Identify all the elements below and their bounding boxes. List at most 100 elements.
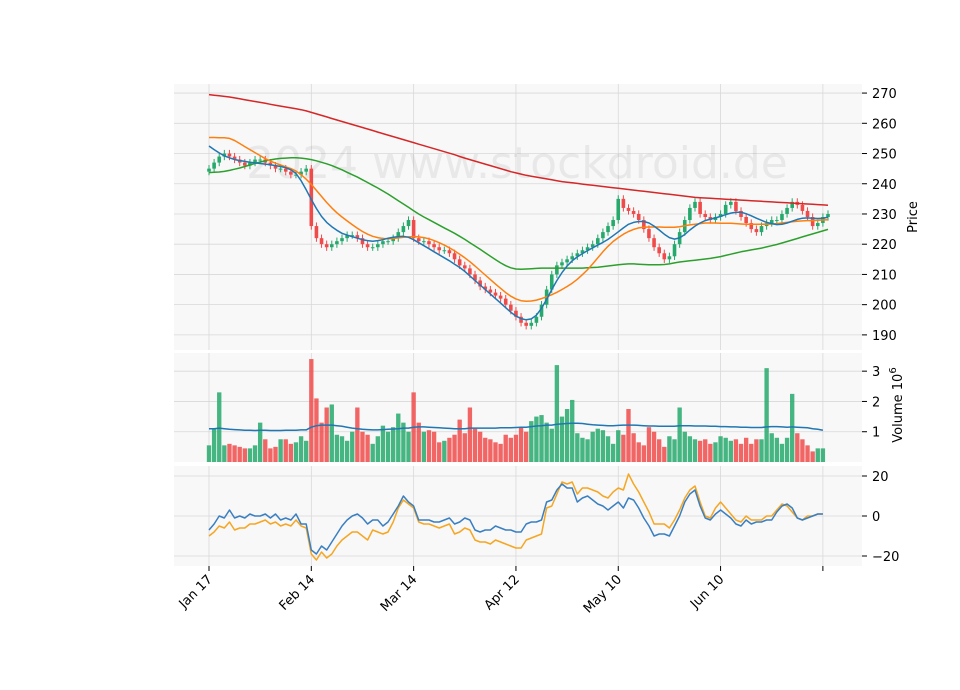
candle-body [498,295,503,299]
volume-bar [616,430,621,462]
candle-body [294,174,298,176]
candle-body [672,244,677,257]
volume-bar [534,416,539,462]
volume-bar [375,436,380,462]
x-tick-label: May 10 [581,572,625,616]
candle-body [437,247,442,251]
volume-bar [708,443,713,462]
volume-bar [232,445,237,462]
volume-bar [585,439,590,462]
volume-bar [697,440,703,462]
volume-bar [529,421,534,462]
candle-body [718,213,723,217]
volume-bar [344,440,350,462]
volume-bar [820,448,826,462]
volume-bar [447,437,452,462]
volume-bar [769,433,774,462]
volume-axis-label-text: Volume 106 [888,367,906,442]
candle-body [258,159,262,161]
candle-body [411,220,416,239]
volume-bar [743,437,749,462]
oscillator-fast-line [208,483,823,555]
volume-bar [442,440,447,462]
candle-body [345,235,349,239]
volume-bar [749,443,754,462]
y-tick-label: 270 [872,87,897,102]
volume-bar [206,445,212,462]
volume-bar [334,434,340,462]
volume-bar [314,398,319,462]
moving-average-long-line [208,93,829,206]
volume-bar [370,443,375,462]
candle-body [335,241,339,245]
volume-bar [390,427,396,462]
volume-bar [631,433,636,462]
x-tick-label: Jun 10 [687,572,727,612]
candle-body [457,259,462,266]
volume-bar [242,448,247,462]
volume-bar [488,439,493,462]
candle-body [575,253,580,257]
candle-body [289,171,293,175]
volume-bar [687,436,693,462]
volume-bar [477,431,483,462]
candle-body [826,213,830,217]
volume-bar [651,431,657,462]
x-tick-label: Jan 17 [176,572,216,612]
candle-body [319,238,324,245]
candle-body [304,168,308,172]
volume-bar [682,431,687,462]
candle-body [790,201,794,208]
candle-body [468,268,472,275]
volume-bar [406,431,411,462]
volume-bar [723,437,728,462]
volume-axis-label: Volume 106 [888,367,906,442]
candle-body [667,256,672,260]
candle-body [483,286,488,290]
volume-bar [539,415,544,462]
watermark: 2024 www.stockdroid.de [246,138,788,189]
volume-bar [590,431,595,462]
candle-body [519,316,523,323]
candle-body [744,217,748,224]
volume-bar [268,448,273,462]
candle-body [488,289,493,293]
volume-bar [646,427,652,462]
candle-body [606,226,610,233]
candle-body [524,322,528,326]
volume-bar [385,431,391,462]
volume-bar [692,439,698,462]
candle-body [739,210,743,217]
y-tick-label: 20 [872,470,889,485]
volume-bar [273,446,278,462]
candle-body [805,210,810,217]
y-tick-label: 190 [872,329,897,344]
candle-body [549,274,554,290]
y-tick-label: 250 [872,148,897,163]
candle-body [509,304,513,311]
candle-body [503,298,508,305]
y-tick-label: 1 [872,426,880,441]
volume-bar [815,448,820,462]
volume-bar [713,442,718,462]
candle-body [207,168,211,172]
candle-body [432,244,436,248]
volume-bar [237,446,242,462]
volume-bar [580,437,585,462]
candle-body [749,223,754,230]
y-tick-label: −20 [872,550,899,565]
candle-body [560,262,564,266]
volume-bar [483,437,488,462]
candle-body [693,201,697,208]
candle-body [406,220,411,227]
y-tick-label: 3 [872,365,880,380]
volume-bar [283,439,288,462]
volume-bar [575,433,580,462]
candle-body [555,265,559,275]
volume-bar [662,446,667,462]
candle-body [273,165,278,169]
volume-bar [549,428,554,462]
volume-bar [621,434,626,462]
candle-body [386,241,390,243]
volume-bars [206,359,826,462]
